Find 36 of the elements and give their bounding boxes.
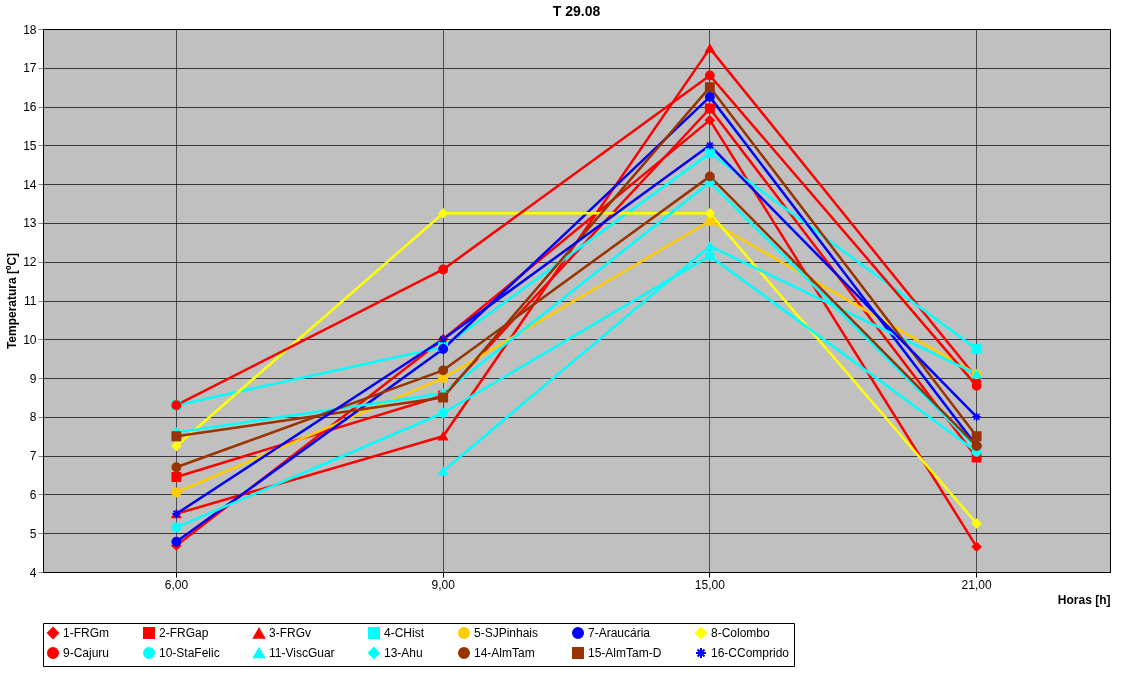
legend-label: 16-CComprido xyxy=(711,646,790,660)
x-tick-label: 21,00 xyxy=(961,577,992,592)
legend-label: 15-AlmTam-D xyxy=(588,646,662,660)
x-tick-label: 15,00 xyxy=(694,577,726,592)
y-tick-label: 14 xyxy=(23,177,37,192)
legend-label: 3-FRGv xyxy=(269,626,311,641)
x-tick-label: 6,00 xyxy=(164,577,189,592)
chart-title: T 29.08 xyxy=(552,3,601,19)
legend-label: 9-Cajuru xyxy=(63,646,110,660)
y-tick-label: 10 xyxy=(23,332,37,347)
y-tick-label: 7 xyxy=(29,449,37,464)
y-tick-label: 9 xyxy=(29,371,37,386)
y-tick-label: 16 xyxy=(23,100,37,115)
y-tick-label: 5 xyxy=(29,526,37,541)
x-tick-label: 9,00 xyxy=(431,577,456,592)
legend-label: 7-Araucária xyxy=(588,626,651,640)
legend-label: 10-StaFelic xyxy=(159,646,220,660)
legend-label: 13-Ahu xyxy=(384,646,423,660)
y-tick-label: 6 xyxy=(29,487,37,502)
legend-label: 8-Colombo xyxy=(711,626,771,640)
y-tick-label: 13 xyxy=(23,216,37,231)
y-tick-label: 12 xyxy=(23,255,37,270)
y-tick-label: 11 xyxy=(24,294,37,308)
x-axis-title: Horas [h] xyxy=(1057,592,1111,607)
y-tick-label: 17 xyxy=(23,61,37,76)
y-tick-label: 18 xyxy=(23,22,37,37)
y-axis-title: Temperatura [ºC] xyxy=(5,252,20,350)
legend-label: 4-CHist xyxy=(384,626,425,640)
y-tick-label: 8 xyxy=(29,410,37,425)
y-tick-label: 15 xyxy=(23,138,37,153)
legend-label: 2-FRGap xyxy=(159,626,209,640)
legend-label: 5-SJPinhais xyxy=(474,626,539,640)
legend-label: 14-AlmTam xyxy=(474,646,535,660)
legend-label: 1-FRGm xyxy=(63,626,109,640)
legend-label: 11-ViscGuar xyxy=(269,646,335,660)
y-tick-label: 4 xyxy=(29,565,37,580)
